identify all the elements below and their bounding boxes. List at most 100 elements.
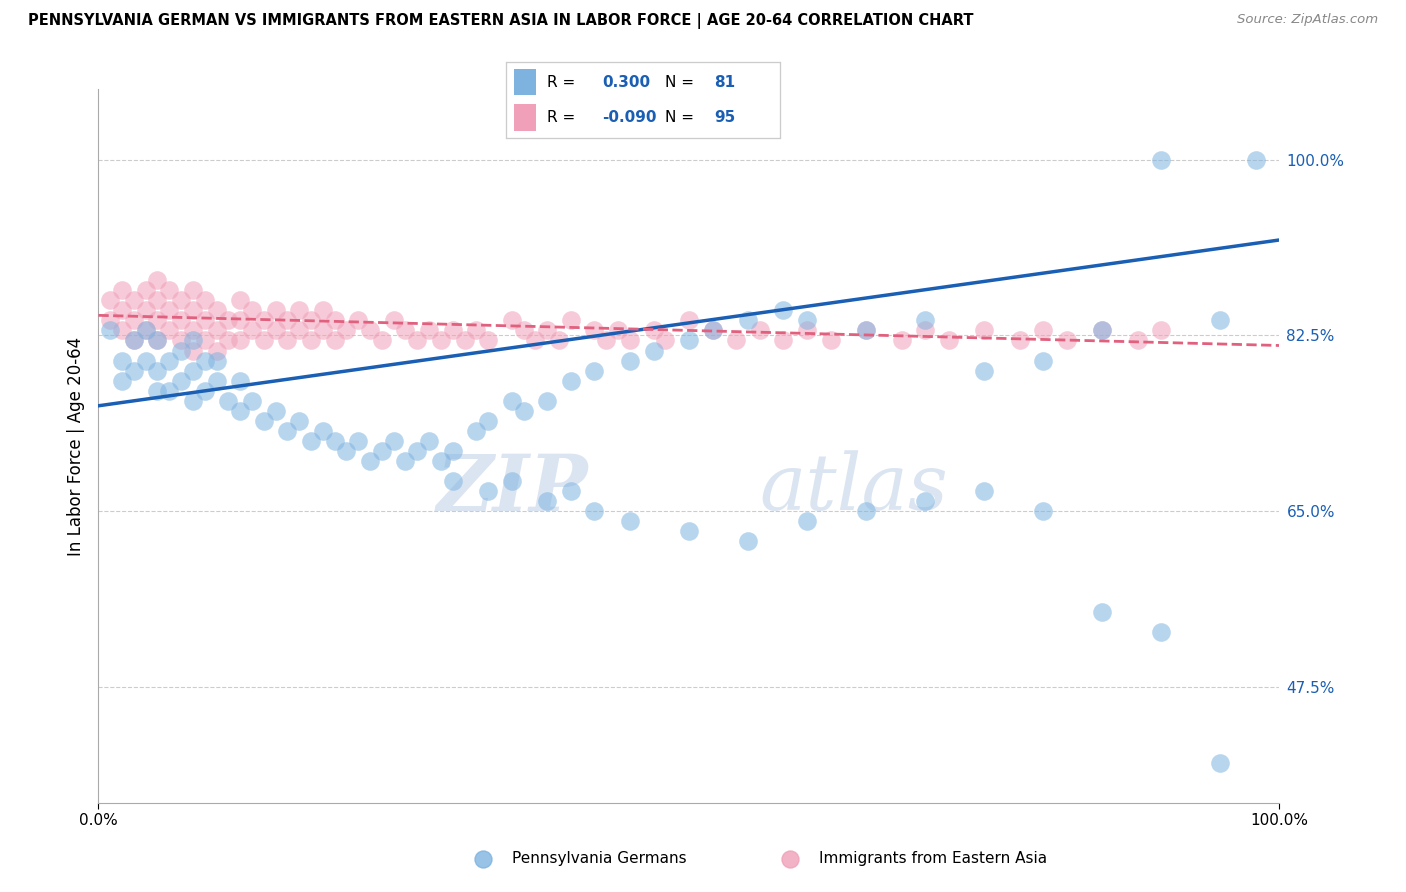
Point (194, 313, 217, 327)
Point (276, 313, 298, 327)
Point (323, 313, 346, 327)
Point (240, 393, 263, 408)
Point (135, 323, 157, 337)
Point (122, 363, 145, 377)
FancyBboxPatch shape (515, 104, 536, 130)
Point (441, 323, 464, 337)
Point (501, 313, 523, 327)
Point (135, 283, 157, 297)
Point (512, 404, 534, 418)
Point (288, 323, 311, 337)
Point (1091, 323, 1114, 337)
Point (181, 343, 204, 358)
Point (748, 323, 770, 337)
Point (583, 323, 606, 337)
Point (914, 313, 936, 327)
Point (181, 393, 204, 408)
Point (146, 313, 169, 327)
Point (205, 374, 228, 388)
Point (465, 323, 488, 337)
Text: -0.090: -0.090 (602, 111, 657, 125)
Point (253, 414, 276, 428)
Point (98, 293, 121, 308)
Point (170, 343, 193, 358)
Point (217, 334, 239, 348)
Point (855, 323, 877, 337)
Point (335, 323, 357, 337)
Point (418, 434, 440, 448)
Point (264, 303, 287, 318)
Point (619, 334, 641, 348)
Point (98, 313, 121, 327)
Point (430, 454, 453, 468)
Point (194, 334, 217, 348)
Point (170, 374, 193, 388)
Point (288, 303, 311, 318)
Point (323, 434, 346, 448)
Point (536, 494, 558, 508)
Point (135, 303, 157, 318)
Point (299, 313, 322, 327)
Point (181, 283, 204, 297)
Point (1209, 756, 1232, 770)
Point (111, 283, 134, 297)
Point (796, 313, 818, 327)
Point (472, 851, 495, 865)
Point (477, 334, 499, 348)
Point (146, 334, 169, 348)
Point (157, 323, 180, 337)
Point (1150, 323, 1173, 337)
Point (205, 323, 228, 337)
Point (643, 323, 665, 337)
Point (725, 334, 748, 348)
Point (973, 323, 995, 337)
Point (299, 334, 322, 348)
Point (560, 484, 582, 499)
Point (157, 353, 180, 368)
Point (146, 384, 169, 398)
Text: ZIP: ZIP (437, 450, 589, 527)
Point (312, 303, 335, 318)
Point (253, 334, 276, 348)
Point (394, 454, 416, 468)
Text: Source: ZipAtlas.com: Source: ZipAtlas.com (1237, 13, 1378, 27)
Point (335, 444, 357, 458)
Point (607, 323, 630, 337)
Text: N =: N = (665, 75, 699, 90)
Point (122, 334, 145, 348)
Point (536, 393, 558, 408)
Text: 81: 81 (714, 75, 735, 90)
Y-axis label: In Labor Force | Age 20-64: In Labor Force | Age 20-64 (66, 336, 84, 556)
Point (678, 313, 700, 327)
Point (406, 334, 429, 348)
Point (181, 334, 204, 348)
Point (170, 313, 193, 327)
Point (240, 323, 263, 337)
Point (240, 303, 263, 318)
Point (111, 353, 134, 368)
Point (229, 293, 252, 308)
Point (1244, 153, 1267, 167)
Point (122, 313, 145, 327)
Point (146, 293, 169, 308)
Point (288, 414, 311, 428)
Point (170, 293, 193, 308)
Point (181, 363, 204, 377)
Point (146, 273, 169, 287)
Point (1126, 334, 1149, 348)
Point (157, 283, 180, 297)
Point (779, 851, 801, 865)
Point (229, 313, 252, 327)
Point (583, 363, 606, 377)
Point (253, 313, 276, 327)
Text: N =: N = (665, 111, 699, 125)
Point (820, 334, 842, 348)
Text: R =: R = (547, 75, 581, 90)
Point (135, 353, 157, 368)
Point (973, 484, 995, 499)
Point (312, 424, 335, 438)
Text: 0.300: 0.300 (602, 75, 650, 90)
Point (619, 353, 641, 368)
Point (890, 334, 912, 348)
Point (453, 334, 475, 348)
